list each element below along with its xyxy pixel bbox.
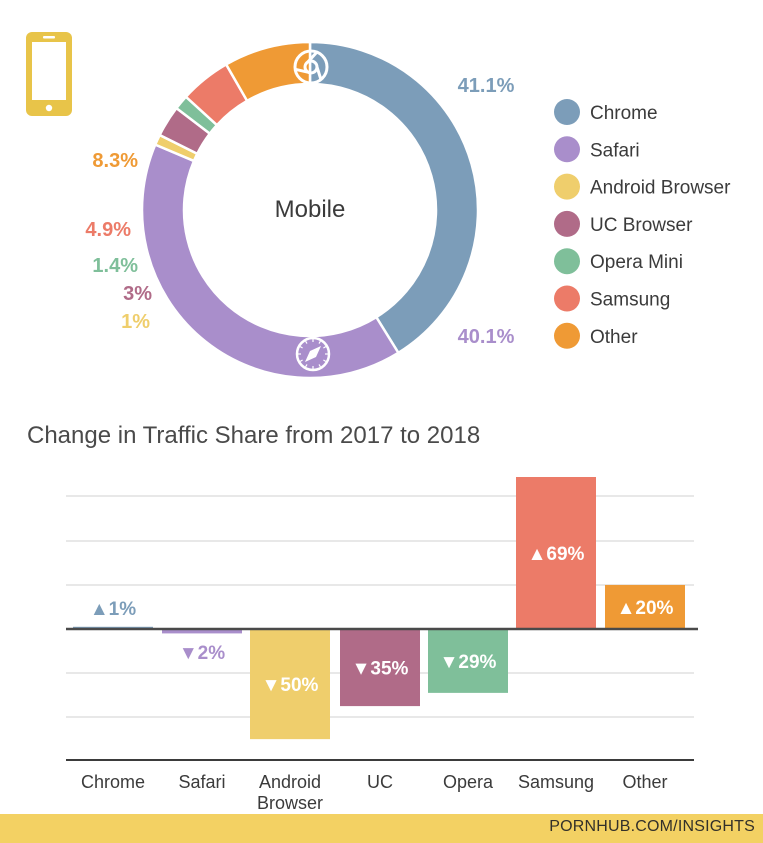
bar-value-opera: ▼29%	[440, 652, 497, 673]
bar-value-uc: ▼35%	[352, 659, 409, 680]
legend: Chrome Safari Android Browser UC Browser Ope…	[554, 99, 731, 349]
bar-chart: ▲1% ▼2% ▼50% ▼35% ▼29% ▲69% ▲20%	[66, 477, 698, 740]
donut-label-uc-browser: 3%	[123, 283, 152, 305]
legend-swatch	[554, 136, 580, 163]
footer-source: PORNHUB.COM/INSIGHTS	[549, 818, 755, 835]
donut-label-chrome: 41.1%	[458, 75, 515, 97]
legend-item-safari: Safari	[554, 136, 640, 163]
footer-band	[0, 814, 763, 843]
category-label-safari: Safari	[178, 772, 225, 792]
legend-label: Other	[590, 327, 638, 348]
legend-item-chrome: Chrome	[554, 99, 658, 125]
donut-slice-chrome	[308, 40, 480, 355]
legend-swatch	[554, 99, 580, 125]
legend-swatch	[554, 248, 580, 275]
legend-item-samsung: Samsung	[554, 285, 670, 312]
legend-item-uc-browser: UC Browser	[554, 210, 693, 237]
legend-label: Safari	[590, 140, 640, 161]
donut-label-opera-mini: 1.4%	[92, 255, 138, 277]
legend-swatch	[554, 173, 580, 200]
legend-label: Opera Mini	[590, 252, 683, 273]
donut-center-label: Mobile	[275, 196, 346, 223]
bar-value-other: ▲20%	[617, 598, 674, 619]
legend-label: Android Browser	[590, 178, 731, 199]
legend-item-opera-mini: Opera Mini	[554, 248, 683, 275]
donut-label-samsung: 4.9%	[85, 219, 131, 241]
legend-swatch	[554, 285, 580, 312]
bar-category-labels: Chrome Safari Android Browser UC Opera Samsung…	[81, 772, 668, 813]
bar-opera	[428, 629, 508, 693]
bar-value-safari: ▼2%	[179, 643, 225, 664]
donut-chart	[140, 40, 480, 380]
category-label-chrome: Chrome	[81, 772, 145, 792]
category-label-opera: Opera	[443, 772, 494, 792]
legend-swatch	[554, 210, 580, 237]
category-label-uc: UC	[367, 772, 393, 792]
bar-chart-title: Change in Traffic Share from 2017 to 201…	[27, 422, 480, 449]
donut-labels: 41.1% 40.1% 1% 3% 1.4% 4.9% 8.3%	[85, 75, 514, 348]
bar-other	[605, 584, 685, 629]
donut-label-android-browser: 1%	[121, 311, 150, 333]
bar-samsung	[516, 477, 596, 629]
legend-label: Chrome	[590, 103, 658, 124]
category-label-samsung: Samsung	[518, 772, 594, 792]
bar-uc	[340, 629, 420, 707]
bar-safari	[162, 629, 242, 634]
mobile-phone-icon	[26, 32, 72, 116]
donut-label-other: 8.3%	[92, 150, 138, 172]
safari-compass-icon	[295, 336, 331, 372]
donut-label-safari: 40.1%	[458, 326, 515, 348]
donut-slice-safari	[140, 142, 401, 380]
bar-value-samsung: ▲69%	[528, 544, 585, 565]
legend-item-android-browser: Android Browser	[554, 173, 731, 200]
legend-label: UC Browser	[590, 215, 693, 236]
category-label-android-browser: Android Browser	[257, 772, 323, 813]
bar-android-browser	[250, 629, 330, 740]
chrome-logo-icon	[293, 49, 329, 85]
donut-slice-other	[224, 40, 312, 103]
legend-item-other: Other	[554, 322, 638, 349]
category-label-other: Other	[622, 772, 667, 792]
legend-swatch	[554, 322, 580, 349]
legend-label: Samsung	[590, 290, 670, 311]
bar-value-chrome: ▲1%	[90, 599, 136, 620]
bar-value-android-browser: ▼50%	[262, 675, 319, 696]
